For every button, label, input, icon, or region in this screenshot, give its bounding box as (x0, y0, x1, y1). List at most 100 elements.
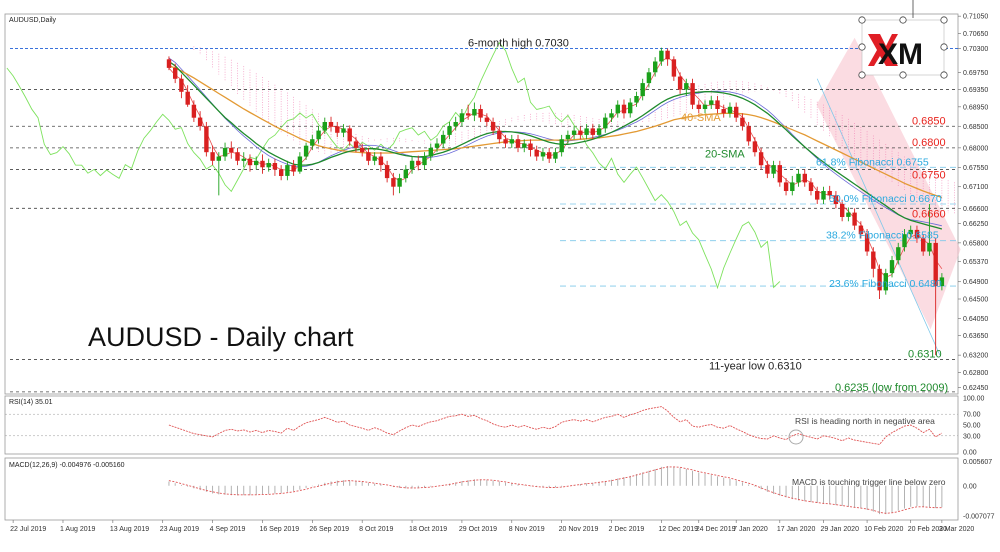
candle-body (902, 234, 907, 248)
rsi-tick-label: 50.00 (963, 423, 981, 430)
candle-body (515, 139, 521, 148)
y-tick-label: 0.67100 (963, 184, 988, 191)
rsi-highlight (788, 429, 804, 445)
rsi-tick-label: 0.00 (963, 450, 977, 457)
candle-body (285, 165, 290, 176)
candle-body (503, 139, 508, 144)
x-tick-label: 23 Aug 2019 (160, 526, 199, 533)
candle-body (291, 165, 296, 172)
downtrend-channel (816, 37, 961, 356)
label-fib50: 50.0% Fibonacci 0.6670 (829, 193, 942, 205)
candle-body (927, 242, 932, 252)
candle-body (204, 126, 209, 153)
candle-body (815, 191, 820, 200)
candle-body (696, 104, 701, 109)
x-tick-label: 8 Nov 2019 (509, 526, 545, 533)
candle-body (684, 83, 689, 90)
candle-body (191, 104, 197, 118)
candle-body (758, 152, 764, 166)
x-tick-label: 4 Sep 2019 (210, 526, 246, 533)
candle-body (353, 141, 359, 148)
macd-label: MACD(12,26,9) -0.004976 -0.005160 (9, 462, 125, 469)
x-tick-label: 10 Feb 2020 (864, 526, 903, 533)
candle-body (316, 130, 321, 140)
candle-body (384, 165, 390, 179)
channel-band (816, 37, 961, 330)
candle-body (341, 128, 346, 133)
y-tick-label: 0.63650 (963, 333, 988, 340)
candle-body (677, 76, 683, 90)
horizontal-levels (10, 48, 958, 393)
candle-body (889, 260, 895, 274)
rsi-tick-label: 30.00 (963, 433, 981, 440)
candle-body (596, 128, 602, 135)
candle-body (715, 100, 720, 109)
candle-body (441, 134, 446, 144)
main-panel (4, 13, 959, 395)
rsi-annotation: RSI is heading north in negative area (795, 416, 935, 426)
candle-body (279, 169, 284, 176)
candle-body (422, 156, 427, 166)
candle-body (846, 212, 851, 217)
candle-body (484, 117, 490, 122)
candle-body (447, 126, 452, 135)
label-r6850: 0.6850 (912, 115, 946, 127)
y-tick-label: 0.67550 (963, 165, 988, 172)
candle-body (790, 182, 795, 191)
y-tick-label: 0.68950 (963, 104, 988, 111)
candle-body (740, 117, 745, 127)
candle-body (783, 182, 789, 191)
candle-body (540, 152, 546, 157)
price-axis: 0.71050 0.70650 0.70300 0.69750 0.69350 0.689… (958, 14, 988, 392)
candle-body (322, 122, 327, 131)
annotations: 6-month high 0.7030 40-SMA 20-SMA 0.6850 0.6… (468, 38, 948, 394)
label-sma40: 40-SMA (681, 112, 721, 124)
y-tick-label: 0.64500 (963, 297, 988, 304)
candle-body (852, 212, 857, 226)
candle-body (229, 147, 234, 153)
x-tick-label: 22 Jul 2019 (10, 526, 46, 533)
candle-body (378, 156, 384, 166)
candle-body (260, 160, 265, 168)
candle-body (328, 122, 334, 127)
candle-body (628, 102, 633, 114)
candle-body (522, 143, 527, 148)
candle-body (185, 91, 190, 105)
candle-body (497, 130, 502, 140)
candle-body (690, 83, 695, 105)
candle-body (634, 96, 639, 103)
label-r6750: 0.6750 (912, 169, 946, 181)
candle-body (222, 147, 228, 157)
lagging-span (6, 41, 781, 290)
candle-body (877, 268, 882, 291)
candle-body (241, 158, 246, 161)
symbol-label: AUDUSD,Daily (9, 17, 57, 24)
y-tick-label: 0.66250 (963, 221, 988, 228)
x-tick-label: 29 Oct 2019 (459, 526, 497, 533)
candle-body (671, 59, 677, 77)
candle-body (840, 204, 845, 217)
y-tick-label: 0.71050 (963, 14, 988, 21)
fib-trend-line (816, 78, 941, 356)
label-r6800: 0.6800 (912, 137, 946, 149)
date-axis: 22 Jul 2019 1 Aug 2019 13 Aug 2019 23 Aug 2… (10, 520, 974, 533)
candle-body (166, 59, 172, 68)
rsi-tick-label: 100.00 (963, 396, 985, 403)
candle-body (827, 191, 832, 196)
x-tick-label: 1 Aug 2019 (60, 526, 96, 533)
rsi-indicator: RSI(14) 35.01 RSI is heading north in neg… (5, 396, 985, 457)
candle-body (665, 50, 670, 60)
candle-body (702, 104, 708, 109)
macd-tick-label: 0.00 (963, 483, 977, 490)
candle-body (416, 160, 421, 166)
candle-body (640, 83, 645, 97)
candle-body (584, 128, 589, 135)
sma40-line (168, 65, 943, 199)
macd-tick-label: -0.007077 (963, 514, 995, 521)
candle-body (434, 143, 440, 148)
candle-body (821, 191, 826, 200)
candle-body (173, 68, 178, 79)
x-tick-label: 20 Nov 2019 (559, 526, 599, 533)
candle-body (933, 242, 938, 287)
candle-body (397, 178, 402, 187)
